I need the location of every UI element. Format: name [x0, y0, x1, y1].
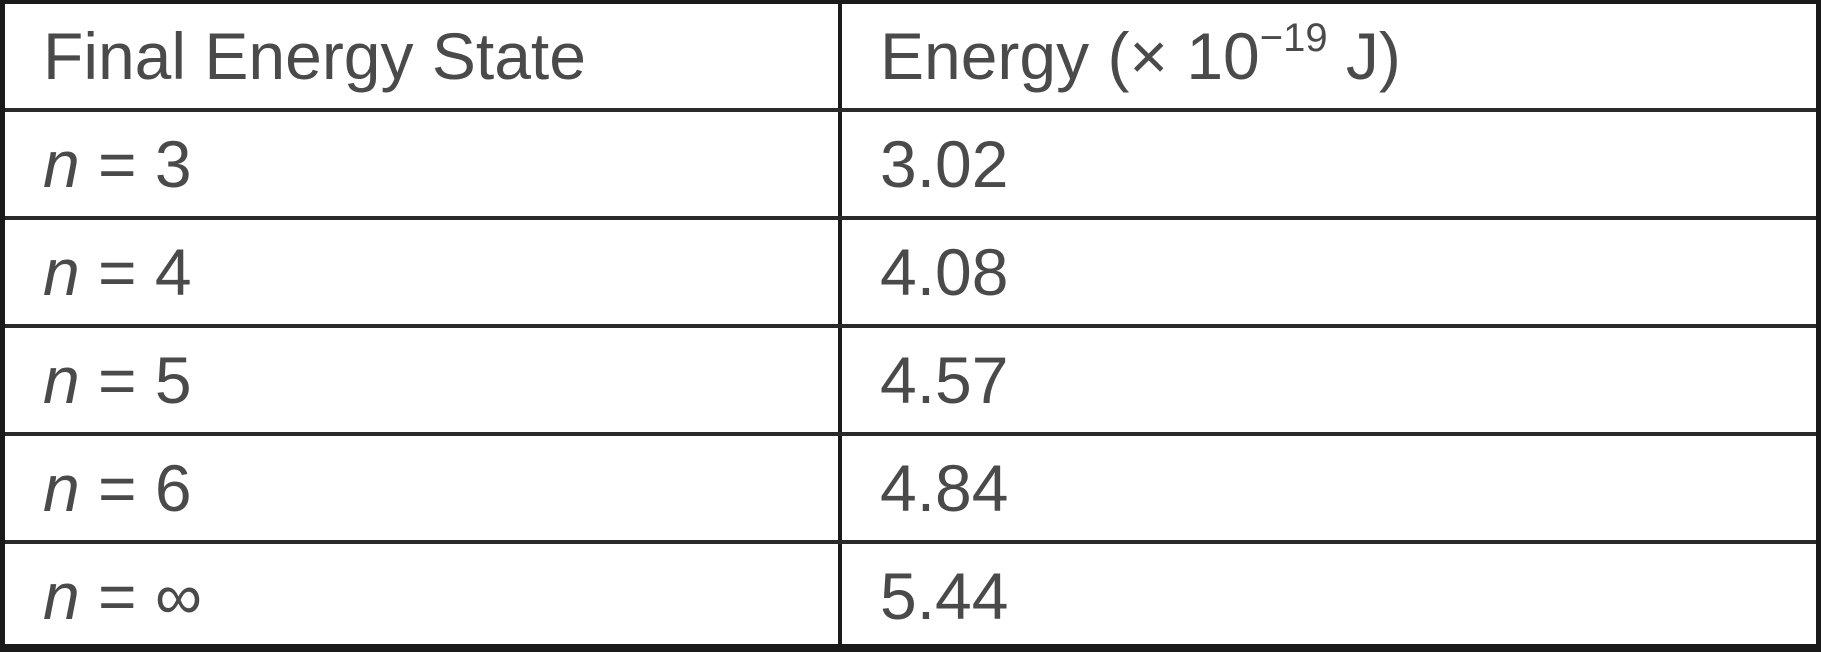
table-row: n = ∞ 5.44 — [5, 542, 1816, 648]
state-variable: n — [43, 343, 80, 417]
state-cell: n = ∞ — [5, 542, 842, 648]
energy-cell: 4.84 — [840, 434, 1816, 544]
header-final-energy-state: Final Energy State — [5, 4, 842, 112]
header-row: Final Energy State Energy (× 10−19 J) — [5, 4, 1816, 112]
state-value: = ∞ — [79, 559, 202, 633]
table-row: n = 5 4.57 — [5, 326, 1816, 436]
table-row: n = 3 3.02 — [5, 110, 1816, 220]
state-cell: n = 3 — [5, 110, 842, 220]
table-row: n = 6 4.84 — [5, 434, 1816, 544]
state-cell: n = 6 — [5, 434, 842, 544]
energy-cell: 4.08 — [840, 218, 1816, 328]
energy-cell: 5.44 — [880, 559, 1009, 633]
table-row: n = 4 4.08 — [5, 218, 1816, 328]
energy-table: Final Energy State Energy (× 10−19 J) n … — [5, 4, 1816, 648]
header-energy: Energy (× 10−19 J) — [840, 4, 1816, 112]
header-energy-exponent: −19 — [1259, 16, 1328, 60]
state-cell: n = 5 — [5, 326, 842, 436]
state-variable: n — [43, 127, 80, 201]
header-energy-suffix: J) — [1327, 19, 1401, 93]
state-value: = 5 — [79, 343, 192, 417]
state-variable: n — [43, 235, 80, 309]
state-cell: n = 4 — [5, 218, 842, 328]
energy-cell: 4.57 — [840, 326, 1816, 436]
energy-cell: 3.02 — [840, 110, 1816, 220]
state-variable: n — [43, 451, 80, 525]
state-variable: n — [43, 559, 80, 633]
header-energy-prefix: Energy (× 10 — [880, 19, 1260, 93]
state-value: = 4 — [79, 235, 192, 309]
state-value: = 3 — [79, 127, 192, 201]
state-value: = 6 — [79, 451, 192, 525]
